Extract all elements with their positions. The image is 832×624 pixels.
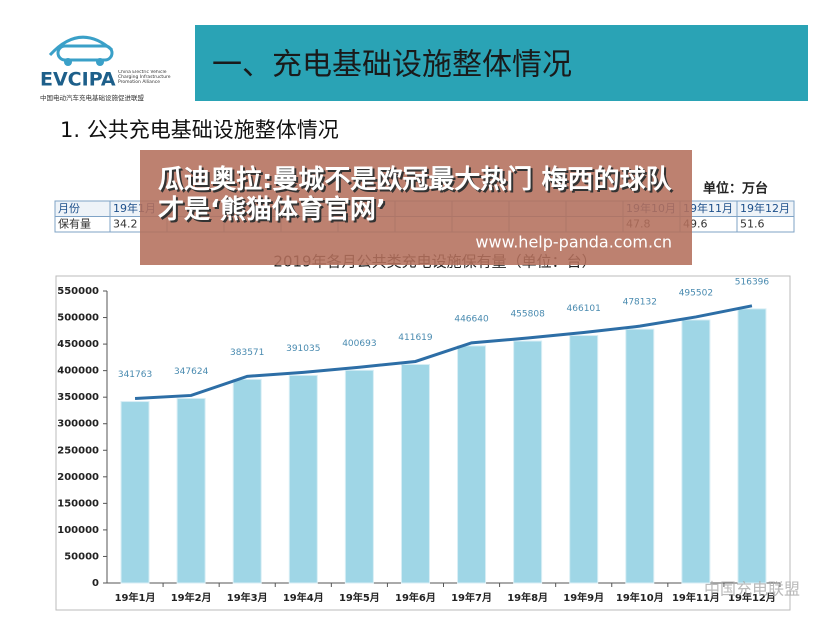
table-value: 19年11月 — [683, 201, 733, 215]
logo-english-box: China Electric Vehicle Charging Infrastr… — [118, 70, 171, 85]
table-row-label: 保有量 — [58, 216, 91, 230]
bar — [176, 397, 206, 584]
table-cell — [736, 216, 795, 233]
y-tick-label: 400000 — [57, 366, 99, 377]
bar — [513, 340, 543, 584]
overlay-text-box: 瓜迪奥拉:曼城不是欧冠最大热门 梅西的球队才是‘熊猫体育官网’ — [158, 165, 672, 225]
data-label: 455808 — [510, 310, 545, 320]
x-tick-label: 19年12月 — [728, 591, 776, 604]
bar — [625, 328, 655, 584]
bar — [457, 345, 487, 584]
data-label: 411619 — [398, 333, 433, 343]
logo-name: EVCIPA — [40, 69, 116, 91]
logo-wheel — [96, 58, 104, 66]
data-label: 347624 — [174, 367, 209, 377]
data-label: 466101 — [567, 304, 601, 314]
table-value: 51.6 — [740, 217, 765, 230]
x-tick-label: 19年2月 — [171, 591, 212, 604]
x-tick-label: 19年1月 — [115, 591, 156, 604]
data-label: 391035 — [286, 344, 320, 354]
y-tick-label: 500000 — [57, 313, 99, 324]
overlay-headline: 瓜迪奥拉:曼城不是欧冠最大热门 梅西的球队才是‘熊猫体育官网’ — [158, 165, 672, 225]
logo-english: China Electric Vehicle Charging Infrastr… — [118, 70, 171, 85]
x-tick-label: 19年10月 — [616, 591, 664, 604]
data-label: 400693 — [342, 339, 376, 349]
x-tick-label: 19年4月 — [283, 591, 324, 604]
x-tick-label: 19年5月 — [339, 591, 380, 604]
x-tick-label: 19年3月 — [227, 591, 268, 604]
data-label: 341763 — [118, 370, 152, 380]
data-label: 495502 — [679, 288, 713, 298]
subtitle: 1. 公共充电基础设施整体情况 — [60, 118, 339, 142]
bar — [344, 369, 374, 584]
table-value: 34.2 — [113, 217, 138, 230]
x-tick-label: 19年6月 — [395, 591, 436, 604]
y-tick-label: 0 — [92, 578, 99, 589]
y-tick-label: 150000 — [57, 498, 99, 509]
logo: EVCIPA China Electric Vehicle Charging I… — [40, 35, 171, 102]
bar — [569, 335, 599, 584]
chart: 0 50000 100000 150000 200000 250000 300000 3500… — [57, 277, 781, 604]
logo-chinese: 中国电动汽车充电基础设施促进联盟 — [40, 93, 145, 102]
y-tick-label: 300000 — [57, 419, 99, 430]
logo-wheel — [64, 58, 72, 66]
y-tick-label: 50000 — [64, 551, 99, 562]
x-tick-label: 19年7月 — [451, 591, 492, 604]
data-label: 478132 — [623, 298, 657, 308]
header-banner — [195, 25, 808, 101]
data-label: 446640 — [454, 314, 489, 324]
x-tick-label: 19年11月 — [672, 591, 720, 604]
chart-frame — [55, 275, 791, 611]
overlay-box — [140, 150, 692, 265]
table-value: 19年12月 — [740, 201, 790, 215]
logo-car — [56, 44, 114, 62]
x-tick-label: 19年8月 — [507, 591, 548, 604]
data-label: 516396 — [735, 277, 770, 287]
header-title: 一、充电基础设施整体情况 — [212, 48, 572, 83]
bar — [681, 319, 711, 584]
y-tick-label: 350000 — [57, 392, 99, 403]
y-tick-label: 250000 — [57, 445, 99, 456]
overlay-url: www.help-panda.com.cn — [475, 233, 672, 252]
y-tick-label: 200000 — [57, 472, 99, 483]
table-unit: 单位：万台 — [703, 181, 768, 197]
y-tick-label: 100000 — [57, 525, 99, 536]
y-tick-label: 450000 — [57, 339, 99, 350]
bar — [232, 378, 262, 584]
x-tick-label: 19年9月 — [563, 591, 604, 604]
bar — [288, 374, 318, 584]
bar — [737, 308, 767, 584]
overlay: 瓜迪奥拉:曼城不是欧冠最大热门 梅西的球队才是‘熊猫体育官网’ www.help… — [140, 150, 692, 265]
table-row-label: 月份 — [58, 202, 80, 215]
bar — [400, 363, 430, 584]
trend-line — [134, 304, 753, 401]
data-label: 383571 — [230, 348, 264, 358]
watermark: 中国充电联盟 — [704, 580, 800, 599]
y-tick-label: 550000 — [57, 286, 99, 297]
bar — [120, 401, 150, 584]
